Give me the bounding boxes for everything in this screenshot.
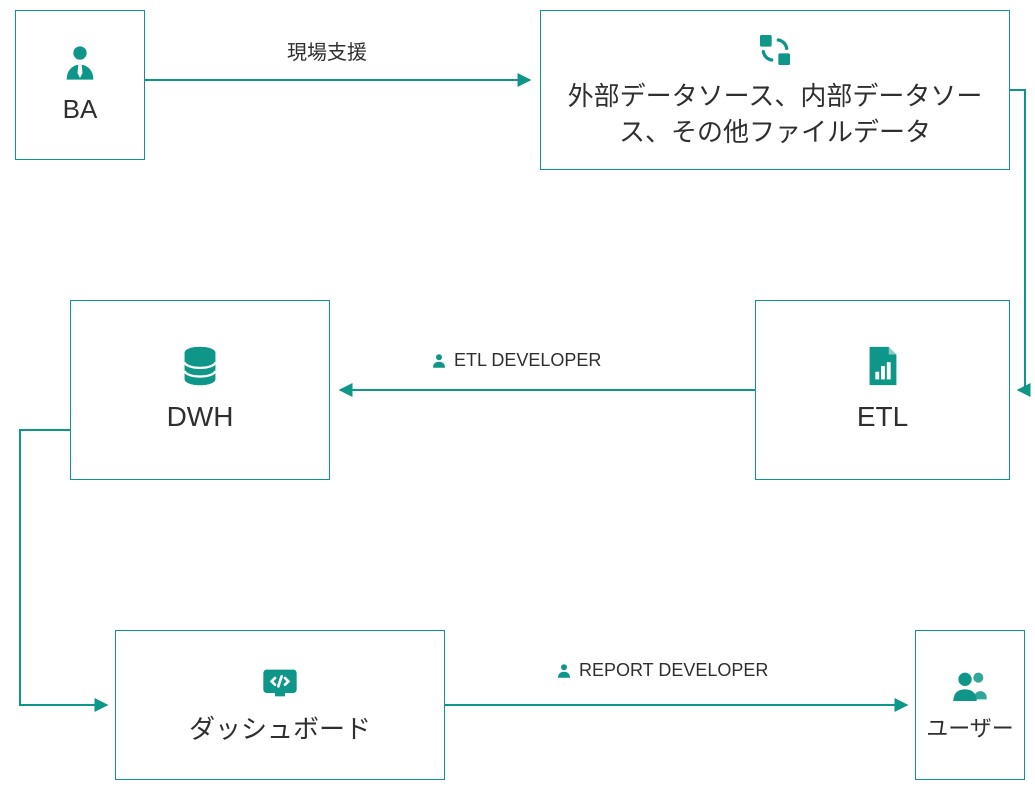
node-users-label: ユーザー — [926, 714, 1014, 745]
edge-label-text: 現場支援 — [287, 36, 367, 65]
node-users: ユーザー — [915, 630, 1025, 780]
person-tie-icon — [60, 43, 100, 83]
edge-label-dash-to-users: REPORT DEVELOPER — [555, 660, 768, 681]
node-etl-label: ETL — [857, 397, 908, 436]
chart-file-icon — [860, 343, 906, 389]
node-etl: ETL — [755, 300, 1010, 480]
node-ba: BA — [15, 10, 145, 160]
edge-label-text: REPORT DEVELOPER — [579, 660, 768, 681]
edge-label-text: ETL DEVELOPER — [454, 350, 601, 371]
person-icon — [430, 352, 448, 370]
people-icon — [950, 666, 990, 706]
code-monitor-icon — [260, 663, 300, 703]
edge-label-ba-to-ds: 現場支援 — [287, 36, 367, 65]
flowchart-canvas: BA 外部データソース、内部データソース、その他ファイルデータ ETL — [0, 0, 1035, 792]
node-ba-label: BA — [63, 91, 98, 127]
node-data-sources-label: 外部データソース、内部データソース、その他ファイルデータ — [551, 78, 999, 151]
node-dashboard-label: ダッシュボード — [189, 711, 371, 747]
sync-squares-icon — [755, 30, 795, 70]
person-icon — [555, 662, 573, 680]
database-icon — [177, 343, 223, 389]
node-dwh: DWH — [70, 300, 330, 480]
node-dwh-label: DWH — [167, 397, 234, 436]
node-data-sources: 外部データソース、内部データソース、その他ファイルデータ — [540, 10, 1010, 170]
edge-label-etl-to-dwh: ETL DEVELOPER — [430, 350, 601, 371]
node-dashboard: ダッシュボード — [115, 630, 445, 780]
